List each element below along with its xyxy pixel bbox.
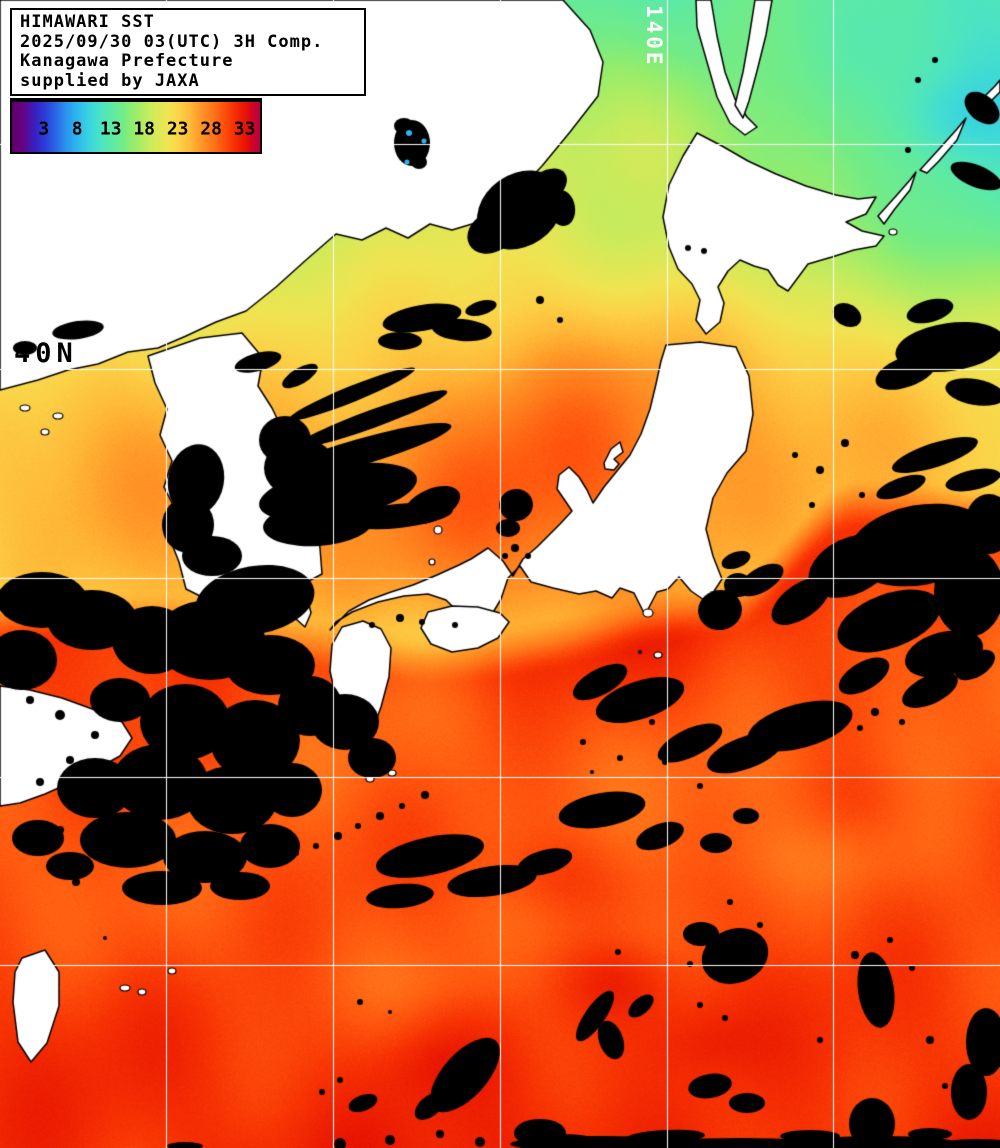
colorbar-tick: 18 (133, 118, 156, 140)
title-product: HIMAWARI SST (20, 12, 155, 32)
title-box: HIMAWARI SST 2025/09/30 03(UTC) 3H Comp.… (10, 8, 366, 96)
parallel-label: 40N (14, 338, 78, 369)
meridian-label: 140E (642, 5, 666, 68)
colorbar-gradient (12, 102, 260, 152)
colorbar-tick: 3 (38, 118, 50, 140)
title-source: supplied by JAXA (20, 70, 200, 91)
colorbar-tick: 8 (71, 118, 83, 140)
colorbar-tick: 28 (200, 118, 222, 140)
title-region: Kanagawa Prefecture (20, 51, 234, 71)
colorbar-tick: 33 (233, 118, 256, 140)
colorbar-tick: 13 (99, 118, 122, 140)
title-datetime: 2025/09/30 03(UTC) 3H Comp. (20, 31, 324, 52)
temperature-colorbar: 3 8 13 18 23 28 33 (10, 98, 262, 154)
colorbar-tick: 23 (166, 118, 189, 140)
